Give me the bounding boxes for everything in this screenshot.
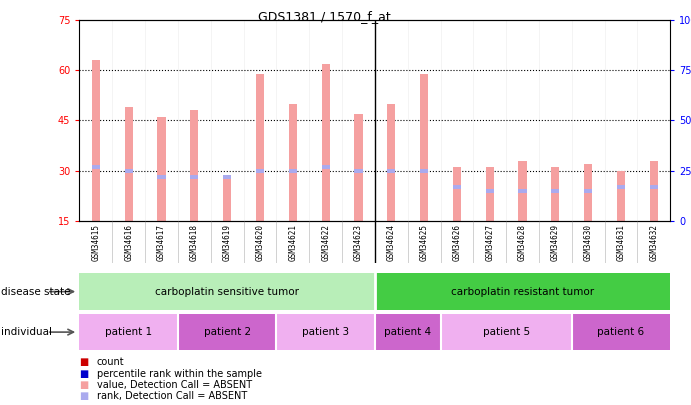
Bar bbox=[321, 165, 330, 169]
Text: GSM34630: GSM34630 bbox=[584, 224, 593, 261]
Bar bbox=[223, 175, 231, 179]
Bar bbox=[158, 117, 166, 221]
Bar bbox=[518, 189, 527, 193]
Text: GSM34615: GSM34615 bbox=[91, 224, 100, 261]
Text: patient 6: patient 6 bbox=[598, 327, 645, 337]
Bar bbox=[92, 60, 100, 221]
Bar bbox=[223, 177, 231, 221]
Text: GSM34621: GSM34621 bbox=[288, 224, 297, 261]
Bar bbox=[79, 314, 178, 350]
Text: ■: ■ bbox=[79, 358, 88, 367]
Bar bbox=[158, 175, 166, 179]
Bar bbox=[571, 314, 670, 350]
Text: individual: individual bbox=[1, 327, 53, 337]
Text: GSM34627: GSM34627 bbox=[485, 224, 494, 261]
Text: GSM34629: GSM34629 bbox=[551, 224, 560, 261]
Text: GSM34622: GSM34622 bbox=[321, 224, 330, 261]
Text: GSM34631: GSM34631 bbox=[616, 224, 625, 261]
Text: patient 3: patient 3 bbox=[302, 327, 349, 337]
Bar bbox=[617, 171, 625, 221]
Bar bbox=[92, 165, 100, 169]
Bar bbox=[453, 185, 461, 189]
Bar bbox=[453, 167, 461, 221]
Bar bbox=[551, 189, 560, 193]
Bar bbox=[289, 168, 297, 173]
Text: GSM34625: GSM34625 bbox=[419, 224, 428, 261]
Text: patient 2: patient 2 bbox=[204, 327, 251, 337]
Bar bbox=[584, 164, 592, 221]
Text: percentile rank within the sample: percentile rank within the sample bbox=[97, 369, 262, 379]
Text: GSM34624: GSM34624 bbox=[387, 224, 396, 261]
Bar bbox=[276, 314, 375, 350]
Bar bbox=[551, 167, 560, 221]
Bar bbox=[190, 111, 198, 221]
Bar bbox=[289, 104, 297, 221]
Text: carboplatin resistant tumor: carboplatin resistant tumor bbox=[451, 287, 594, 296]
Bar bbox=[387, 104, 395, 221]
Bar bbox=[124, 107, 133, 221]
Bar bbox=[650, 185, 658, 189]
Bar bbox=[354, 114, 363, 221]
Text: GSM34617: GSM34617 bbox=[157, 224, 166, 261]
Bar bbox=[190, 175, 198, 179]
Bar bbox=[79, 273, 375, 310]
Text: ■: ■ bbox=[79, 380, 88, 390]
Bar bbox=[124, 168, 133, 173]
Bar bbox=[420, 74, 428, 221]
Text: patient 4: patient 4 bbox=[384, 327, 431, 337]
Bar bbox=[420, 168, 428, 173]
Bar bbox=[518, 160, 527, 221]
Text: rank, Detection Call = ABSENT: rank, Detection Call = ABSENT bbox=[97, 392, 247, 401]
Bar bbox=[375, 273, 670, 310]
Bar bbox=[486, 189, 494, 193]
Text: disease state: disease state bbox=[1, 287, 71, 296]
Bar bbox=[650, 160, 658, 221]
Text: GSM34626: GSM34626 bbox=[453, 224, 462, 261]
Bar bbox=[178, 314, 276, 350]
Text: GSM34620: GSM34620 bbox=[256, 224, 265, 261]
Bar bbox=[354, 168, 363, 173]
Bar bbox=[440, 314, 571, 350]
Text: GSM34618: GSM34618 bbox=[190, 224, 199, 261]
Text: ■: ■ bbox=[79, 392, 88, 401]
Bar bbox=[617, 185, 625, 189]
Bar bbox=[375, 314, 440, 350]
Text: GSM34632: GSM34632 bbox=[650, 224, 659, 261]
Text: GSM34619: GSM34619 bbox=[223, 224, 231, 261]
Bar bbox=[387, 168, 395, 173]
Bar bbox=[321, 64, 330, 221]
Text: count: count bbox=[97, 358, 124, 367]
Text: GSM34623: GSM34623 bbox=[354, 224, 363, 261]
Text: GDS1381 / 1570_f_at: GDS1381 / 1570_f_at bbox=[258, 10, 391, 23]
Text: ■: ■ bbox=[79, 369, 88, 379]
Bar bbox=[256, 168, 264, 173]
Text: carboplatin sensitive tumor: carboplatin sensitive tumor bbox=[155, 287, 299, 296]
Bar bbox=[486, 167, 494, 221]
Bar bbox=[584, 189, 592, 193]
Text: GSM34628: GSM34628 bbox=[518, 224, 527, 261]
Text: patient 1: patient 1 bbox=[105, 327, 152, 337]
Text: GSM34616: GSM34616 bbox=[124, 224, 133, 261]
Text: patient 5: patient 5 bbox=[482, 327, 530, 337]
Text: value, Detection Call = ABSENT: value, Detection Call = ABSENT bbox=[97, 380, 252, 390]
Bar bbox=[256, 74, 264, 221]
